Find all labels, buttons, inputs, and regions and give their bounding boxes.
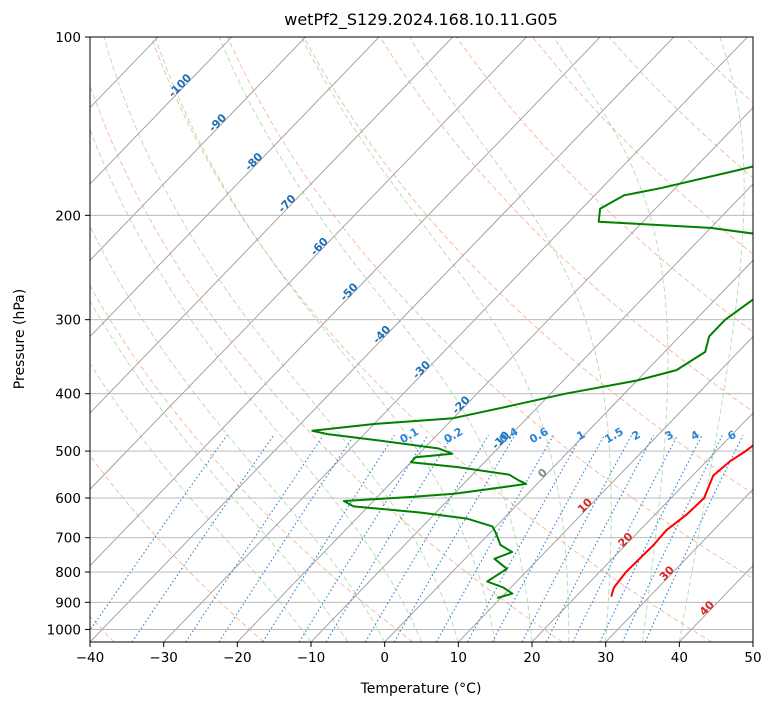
isotherm-line — [90, 37, 601, 567]
mixing-ratio-line — [90, 434, 228, 632]
y-tick-label: 800 — [55, 565, 81, 581]
mixing-ratio-line — [325, 434, 453, 642]
moist-adiabat-line — [154, 37, 496, 642]
x-tick-label: 0 — [380, 650, 389, 666]
x-tick-label: 50 — [744, 650, 761, 666]
x-tick-label: −10 — [297, 650, 326, 666]
x-tick-label: 10 — [450, 650, 467, 666]
isotherm-line — [384, 259, 753, 642]
moist-adiabats — [90, 37, 745, 642]
mixing-ratio-line — [435, 434, 554, 642]
moist-adiabat-line — [90, 224, 386, 642]
x-tick-label: 20 — [523, 650, 540, 666]
pressure-gridlines — [90, 37, 753, 630]
moist-adiabat-line — [90, 128, 422, 642]
x-tick-label: 30 — [597, 650, 614, 666]
dewpoint-profile-line — [311, 165, 753, 599]
mixing-ratio-line — [393, 434, 516, 642]
isotherm-line — [163, 37, 748, 642]
y-tick-label: 200 — [55, 208, 81, 224]
isotherm-line — [90, 37, 306, 261]
mixing-ratio-line — [491, 434, 605, 642]
isotherm-line — [90, 37, 454, 414]
y-tick-label: 100 — [55, 30, 81, 46]
mixing-ratio-line — [545, 434, 654, 642]
mixing-ratio-line — [298, 434, 429, 642]
plot-frame — [89, 36, 754, 643]
moist-adiabat-line — [553, 37, 669, 642]
mixing-ratio-line — [364, 434, 489, 642]
y-tick-label: 1000 — [47, 622, 81, 638]
y-tick-label: 900 — [55, 595, 81, 611]
dry-adiabat-line — [90, 84, 563, 642]
y-axis-label: Pressure (hPa) — [12, 289, 28, 389]
moist-adiabat-line — [90, 300, 349, 642]
isotherm-line — [605, 488, 753, 642]
dry-adiabat-line — [456, 37, 753, 333]
dry-adiabat-line — [227, 37, 753, 580]
moist-adiabat-line — [300, 37, 570, 642]
y-tick-label: 500 — [55, 444, 81, 460]
x-tick-label: −20 — [223, 650, 252, 666]
isotherm-line — [458, 335, 753, 642]
isotherm-line — [90, 37, 380, 338]
temperature-profile-line — [610, 444, 753, 597]
chart-title: wetPf2_S129.2024.168.10.11.G05 — [284, 10, 558, 30]
isotherm-line — [531, 412, 753, 642]
sounding-profiles — [311, 165, 753, 599]
isotherm-line — [237, 106, 753, 642]
y-tick-label: 400 — [55, 387, 81, 403]
y-tick-label: 300 — [55, 313, 81, 329]
isotherm-line — [310, 183, 753, 642]
moist-adiabat-line — [103, 37, 459, 642]
moist-adiabat-line — [409, 37, 612, 642]
mixing-ratio-line — [467, 434, 583, 642]
mixing-ratio-line — [262, 434, 395, 642]
moist-adiabat-line — [90, 362, 312, 642]
isotherm-line — [90, 37, 675, 642]
isotherm-line — [90, 37, 233, 185]
mixing-ratio-line — [218, 434, 355, 642]
mixing-ratio-line — [572, 434, 678, 642]
mixing-ratio-line — [131, 434, 275, 642]
moist-adiabat-line — [218, 37, 533, 642]
y-tick-label: 600 — [55, 491, 81, 507]
axes: −40 −30 −20 −10 0 10 20 30 40 50 100 200 300 400 500 60… — [47, 30, 762, 666]
skewed-isotherms — [90, 37, 753, 642]
x-tick-label: −40 — [76, 650, 105, 666]
x-axis-label: Temperature (°C) — [360, 681, 482, 697]
moist-adiabat-line — [678, 37, 745, 642]
x-tick-label: −30 — [149, 650, 178, 666]
isotherm-line — [90, 37, 527, 490]
y-tick-label: 700 — [55, 531, 81, 547]
x-tick-label: 40 — [671, 650, 688, 666]
